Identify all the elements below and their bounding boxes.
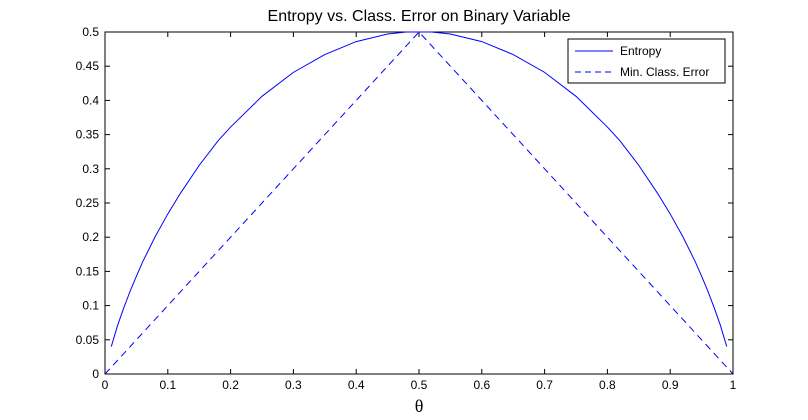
- x-tick-label: 0.6: [473, 378, 490, 392]
- x-tick-label: 0: [102, 378, 109, 392]
- legend-box: [567, 38, 726, 84]
- y-tick-label: 0.4: [82, 93, 99, 107]
- y-tick-label: 0.5: [82, 25, 99, 39]
- y-tick-label: 0.2: [82, 230, 99, 244]
- legend: Entropy Min. Class. Error: [567, 38, 726, 84]
- y-tick-label: 0.35: [76, 128, 100, 142]
- x-tick-label: 0.5: [411, 378, 428, 392]
- x-tick-label: 0.8: [599, 378, 616, 392]
- y-tick-label: 0.3: [82, 162, 99, 176]
- y-tick-label: 0.45: [76, 59, 100, 73]
- chart-title: Entropy vs. Class. Error on Binary Varia…: [268, 8, 571, 25]
- legend-entropy-label: Entropy: [620, 44, 661, 58]
- x-tick-label: 0.3: [285, 378, 302, 392]
- tick-layer: 0 0.1 0.2 0.3 0.4 0.5 0.6 0.7 0.8 0.9 1 0 0.05 0.1 0.1…: [76, 25, 737, 392]
- y-tick-label: 0.25: [76, 196, 100, 210]
- y-tick-label: 0: [92, 367, 99, 381]
- x-tick-label: 1: [730, 378, 737, 392]
- plot-area: [104, 31, 734, 375]
- x-tick-label: 0.1: [159, 378, 176, 392]
- y-tick-label: 0.1: [82, 299, 99, 313]
- x-tick-label: 0.4: [348, 378, 365, 392]
- legend-error-label: Min. Class. Error: [620, 65, 709, 79]
- y-tick-label: 0.05: [76, 333, 100, 347]
- series-line-min-class-error: [104, 31, 734, 375]
- x-tick-label: 0.9: [662, 378, 679, 392]
- y-tick-label: 0.15: [76, 264, 100, 278]
- x-axis-label: θ: [415, 396, 424, 416]
- x-tick-label: 0.2: [222, 378, 239, 392]
- x-tick-label: 0.7: [536, 378, 553, 392]
